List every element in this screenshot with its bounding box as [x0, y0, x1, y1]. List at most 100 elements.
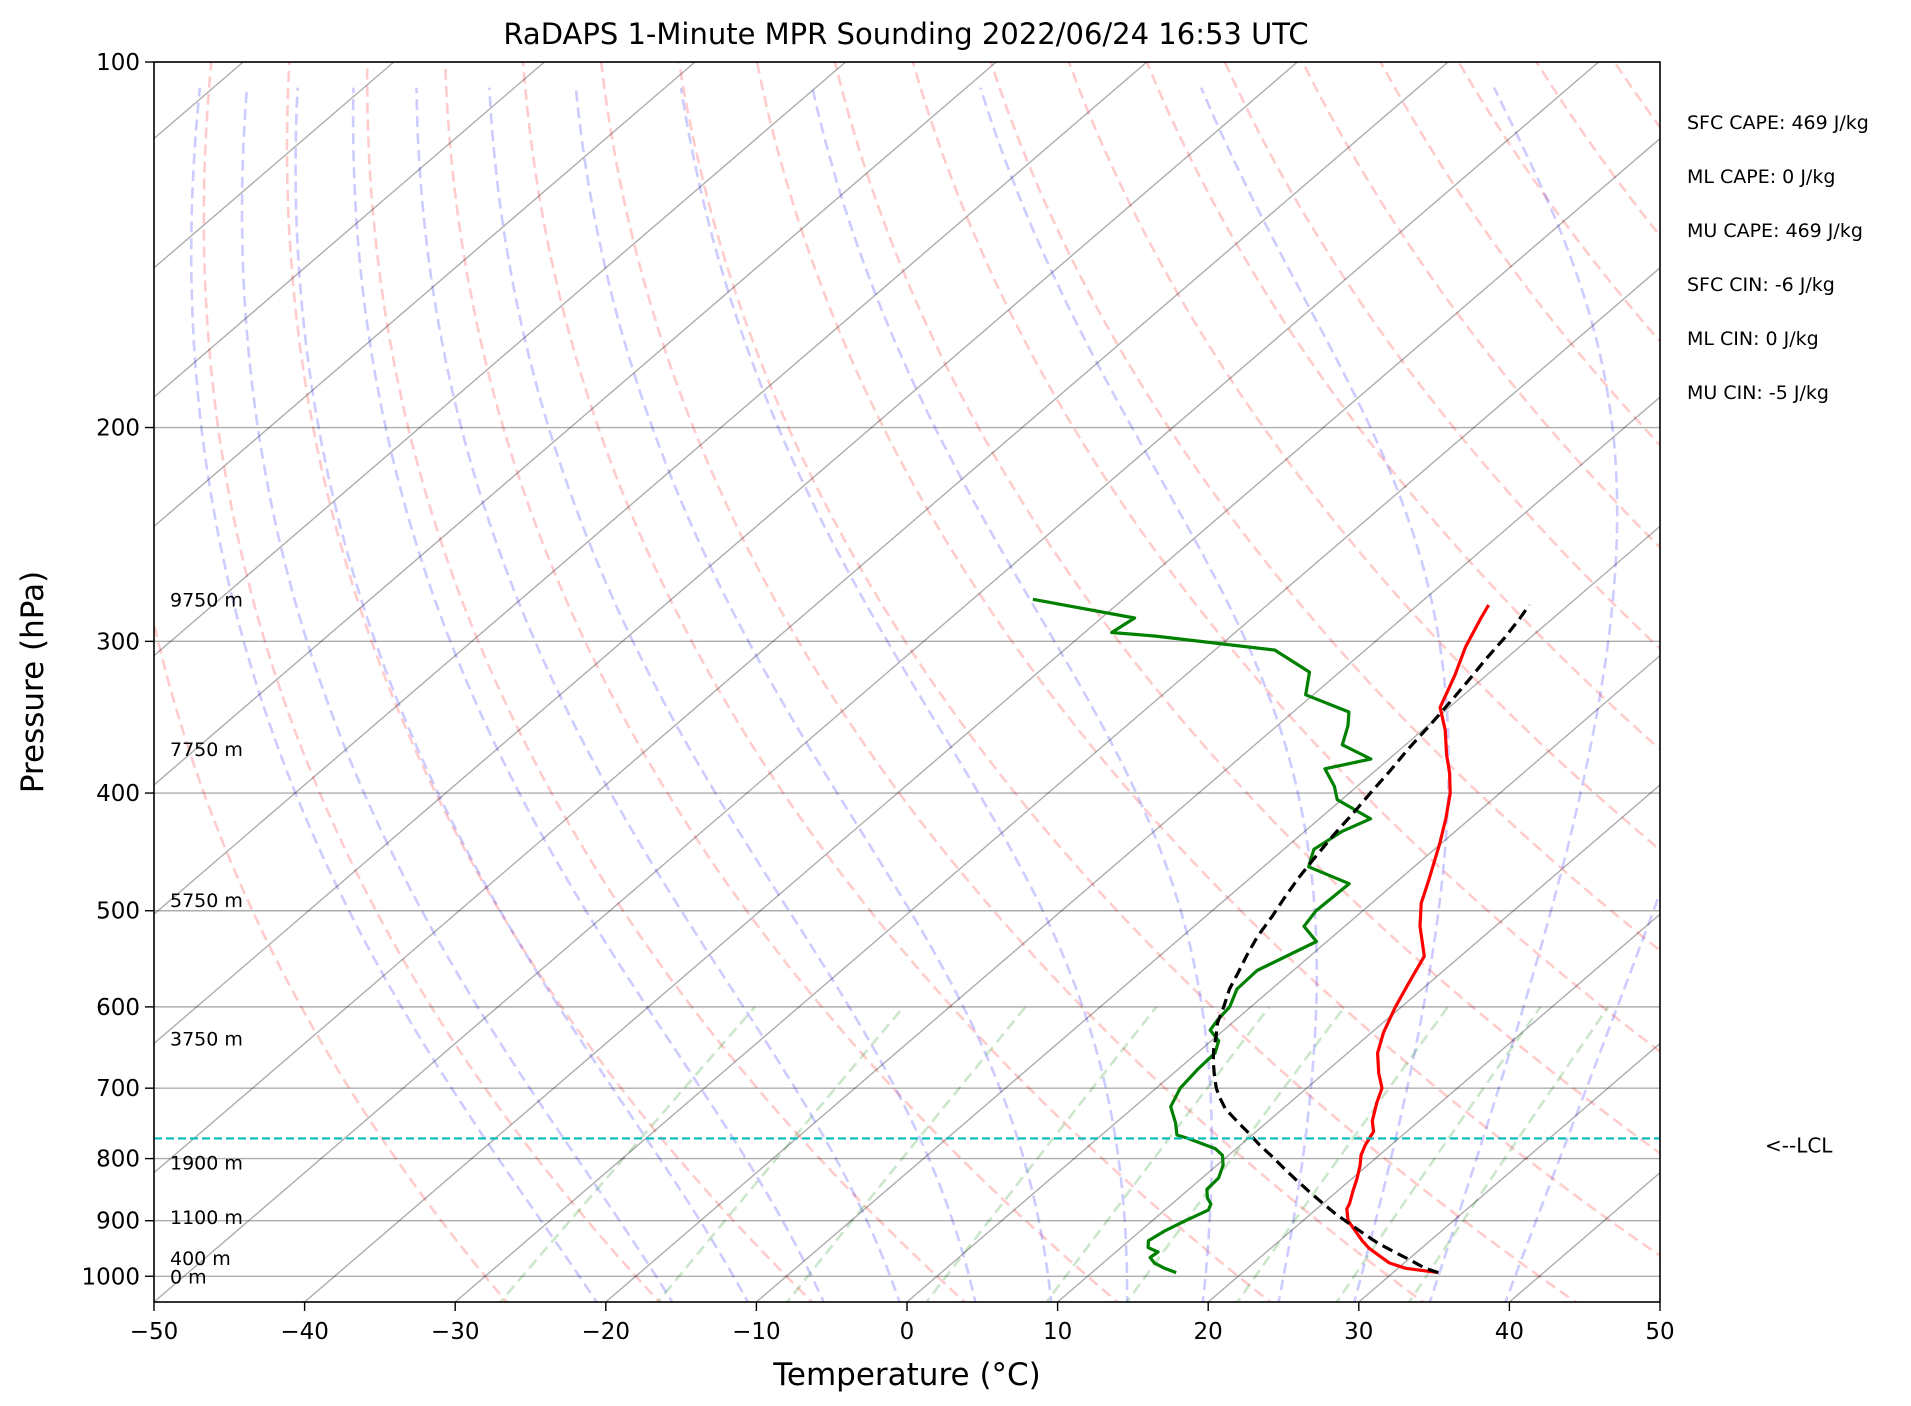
mixing-ratio-line: [1335, 1006, 1542, 1302]
mixing-ratio-line: [1235, 1006, 1449, 1302]
dry-adiabat-line: [833, 62, 1660, 1155]
x-tick-label: 0: [900, 1319, 915, 1345]
dry-adiabat-line: [1067, 62, 1660, 852]
dry-adiabat-line: [365, 62, 967, 1302]
parameter-annotation: MU CAPE: 469 J/kg: [1687, 220, 1863, 242]
isobar-grid: [154, 62, 1660, 1277]
y-tick-label: 1000: [81, 1264, 140, 1290]
dry-adiabat-line: [202, 62, 662, 1302]
dry-adiabat-line: [677, 62, 1578, 1302]
x-tick-label: 20: [1194, 1319, 1223, 1345]
dry-adiabat-line: [911, 62, 1660, 1054]
moist-adiabat-line: [1504, 889, 1660, 1302]
height-label: 0 m: [170, 1266, 207, 1288]
x-tick-label: 50: [1645, 1319, 1674, 1345]
sounding-series: [1032, 597, 1531, 1275]
mixing-ratio-line: [924, 1006, 1158, 1302]
moist-adiabat-line: [189, 87, 599, 1302]
moist-adiabat-line: [1428, 87, 1619, 1302]
moist-adiabat-line: [294, 87, 750, 1302]
moist-adiabat-line: [240, 87, 674, 1302]
mixing-ratio-line: [498, 1006, 756, 1302]
y-tick-label: 200: [96, 416, 140, 442]
height-label: 1100 m: [170, 1207, 243, 1229]
dry-adiabat-line: [1223, 62, 1660, 651]
isotherm-line: [605, 396, 1660, 1302]
temperature-line: [1345, 604, 1490, 1275]
dry-adiabat-line: [755, 62, 1660, 1258]
chart-title: RaDAPS 1-Minute MPR Sounding 2022/06/24 …: [503, 17, 1308, 51]
y-tick-label: 400: [96, 781, 140, 807]
mixing-ratio-line: [656, 1006, 905, 1302]
y-tick-label: 500: [96, 899, 140, 925]
x-tick-label: 40: [1495, 1319, 1524, 1345]
height-label: 5750 m: [170, 890, 243, 912]
parameter-annotation: SFC CIN: -6 J/kg: [1687, 274, 1835, 296]
y-tick-label: 600: [96, 995, 140, 1021]
moist-adiabat-line: [1200, 87, 1450, 1302]
isotherm-line: [1057, 783, 1660, 1302]
isotherm-line: [154, 62, 1148, 916]
lcl-layer: <--LCL: [154, 1133, 1833, 1157]
x-tick-label: −50: [130, 1319, 179, 1345]
parameter-annotation: ML CIN: 0 J/kg: [1687, 328, 1819, 350]
moist-adiabat-line: [415, 87, 901, 1302]
x-tick-label: −10: [732, 1319, 781, 1345]
height-label: 400 m: [170, 1248, 231, 1270]
x-tick-label: −40: [280, 1319, 329, 1345]
moist-adiabat-line: [351, 87, 826, 1302]
height-label: 7750 m: [170, 739, 243, 761]
isotherm-line: [154, 62, 1449, 1174]
moist-adiabat-line: [488, 87, 977, 1302]
height-label: 1900 m: [170, 1153, 243, 1175]
parameter-annotation: ML CAPE: 0 J/kg: [1687, 166, 1835, 188]
dry-adiabat-line: [1145, 62, 1660, 752]
mixing-ratio-line: [1407, 1006, 1610, 1302]
x-tick-label: 30: [1344, 1319, 1373, 1345]
x-tick-label: −30: [431, 1319, 480, 1345]
isotherm-line: [1659, 1301, 1660, 1302]
isotherm-line: [154, 62, 545, 399]
parcel-line: [1211, 604, 1531, 1275]
dry-adiabat-line: [154, 618, 509, 1302]
isotherm-line: [154, 62, 696, 528]
dry-adiabat-line: [443, 62, 1120, 1302]
isotherm-line: [304, 137, 1660, 1302]
isotherm-line: [1508, 1171, 1660, 1302]
height-label: 3750 m: [170, 1028, 243, 1050]
isotherm-line: [1207, 913, 1660, 1302]
isotherm-line: [154, 62, 1600, 1302]
height-label: 9750 m: [170, 589, 243, 611]
lcl-label: <--LCL: [1765, 1133, 1833, 1157]
dry-adiabat-line: [1904, 35, 1911, 1307]
parameter-annotation: SFC CAPE: 469 J/kg: [1687, 112, 1869, 134]
moist-adiabat-line: [574, 87, 1053, 1302]
isotherm-line: [154, 62, 1298, 1045]
y-tick-label: 100: [96, 50, 140, 76]
dry-adiabat-line: [521, 62, 1273, 1302]
isotherm-line: [1358, 1042, 1660, 1302]
dewpoint-line: [1032, 597, 1373, 1275]
parameter-annotation: MU CIN: -5 J/kg: [1687, 382, 1829, 404]
x-axis-ticks: −50 −40 −30 −20 −10 0 10 20 30 40 50: [130, 1302, 1675, 1345]
y-tick-label: 800: [96, 1147, 140, 1173]
y-tick-label: 900: [96, 1209, 140, 1235]
moist-adiabat-line: [679, 87, 1129, 1302]
x-tick-label: 10: [1043, 1319, 1072, 1345]
background-lines: [154, 35, 1911, 1307]
dry-adiabat-line: [285, 62, 814, 1302]
isotherm-line: [454, 266, 1660, 1302]
isotherm-line: [154, 62, 395, 269]
isotherm-line: [755, 525, 1660, 1302]
moist-adiabat-line: [811, 87, 1214, 1302]
dry-adiabat-line: [599, 62, 1426, 1302]
y-tick-label: 300: [96, 629, 140, 655]
mixing-ratio-line: [1044, 1006, 1271, 1302]
y-axis-label: Pressure (hPa): [15, 571, 51, 793]
isotherm-line: [906, 654, 1660, 1302]
isotherm-line: [154, 62, 847, 657]
y-tick-label: 700: [96, 1076, 140, 1102]
x-tick-label: −20: [582, 1319, 631, 1345]
y-axis-ticks: 100 200 300 400 500 600 700 800 900 1000: [81, 50, 154, 1290]
